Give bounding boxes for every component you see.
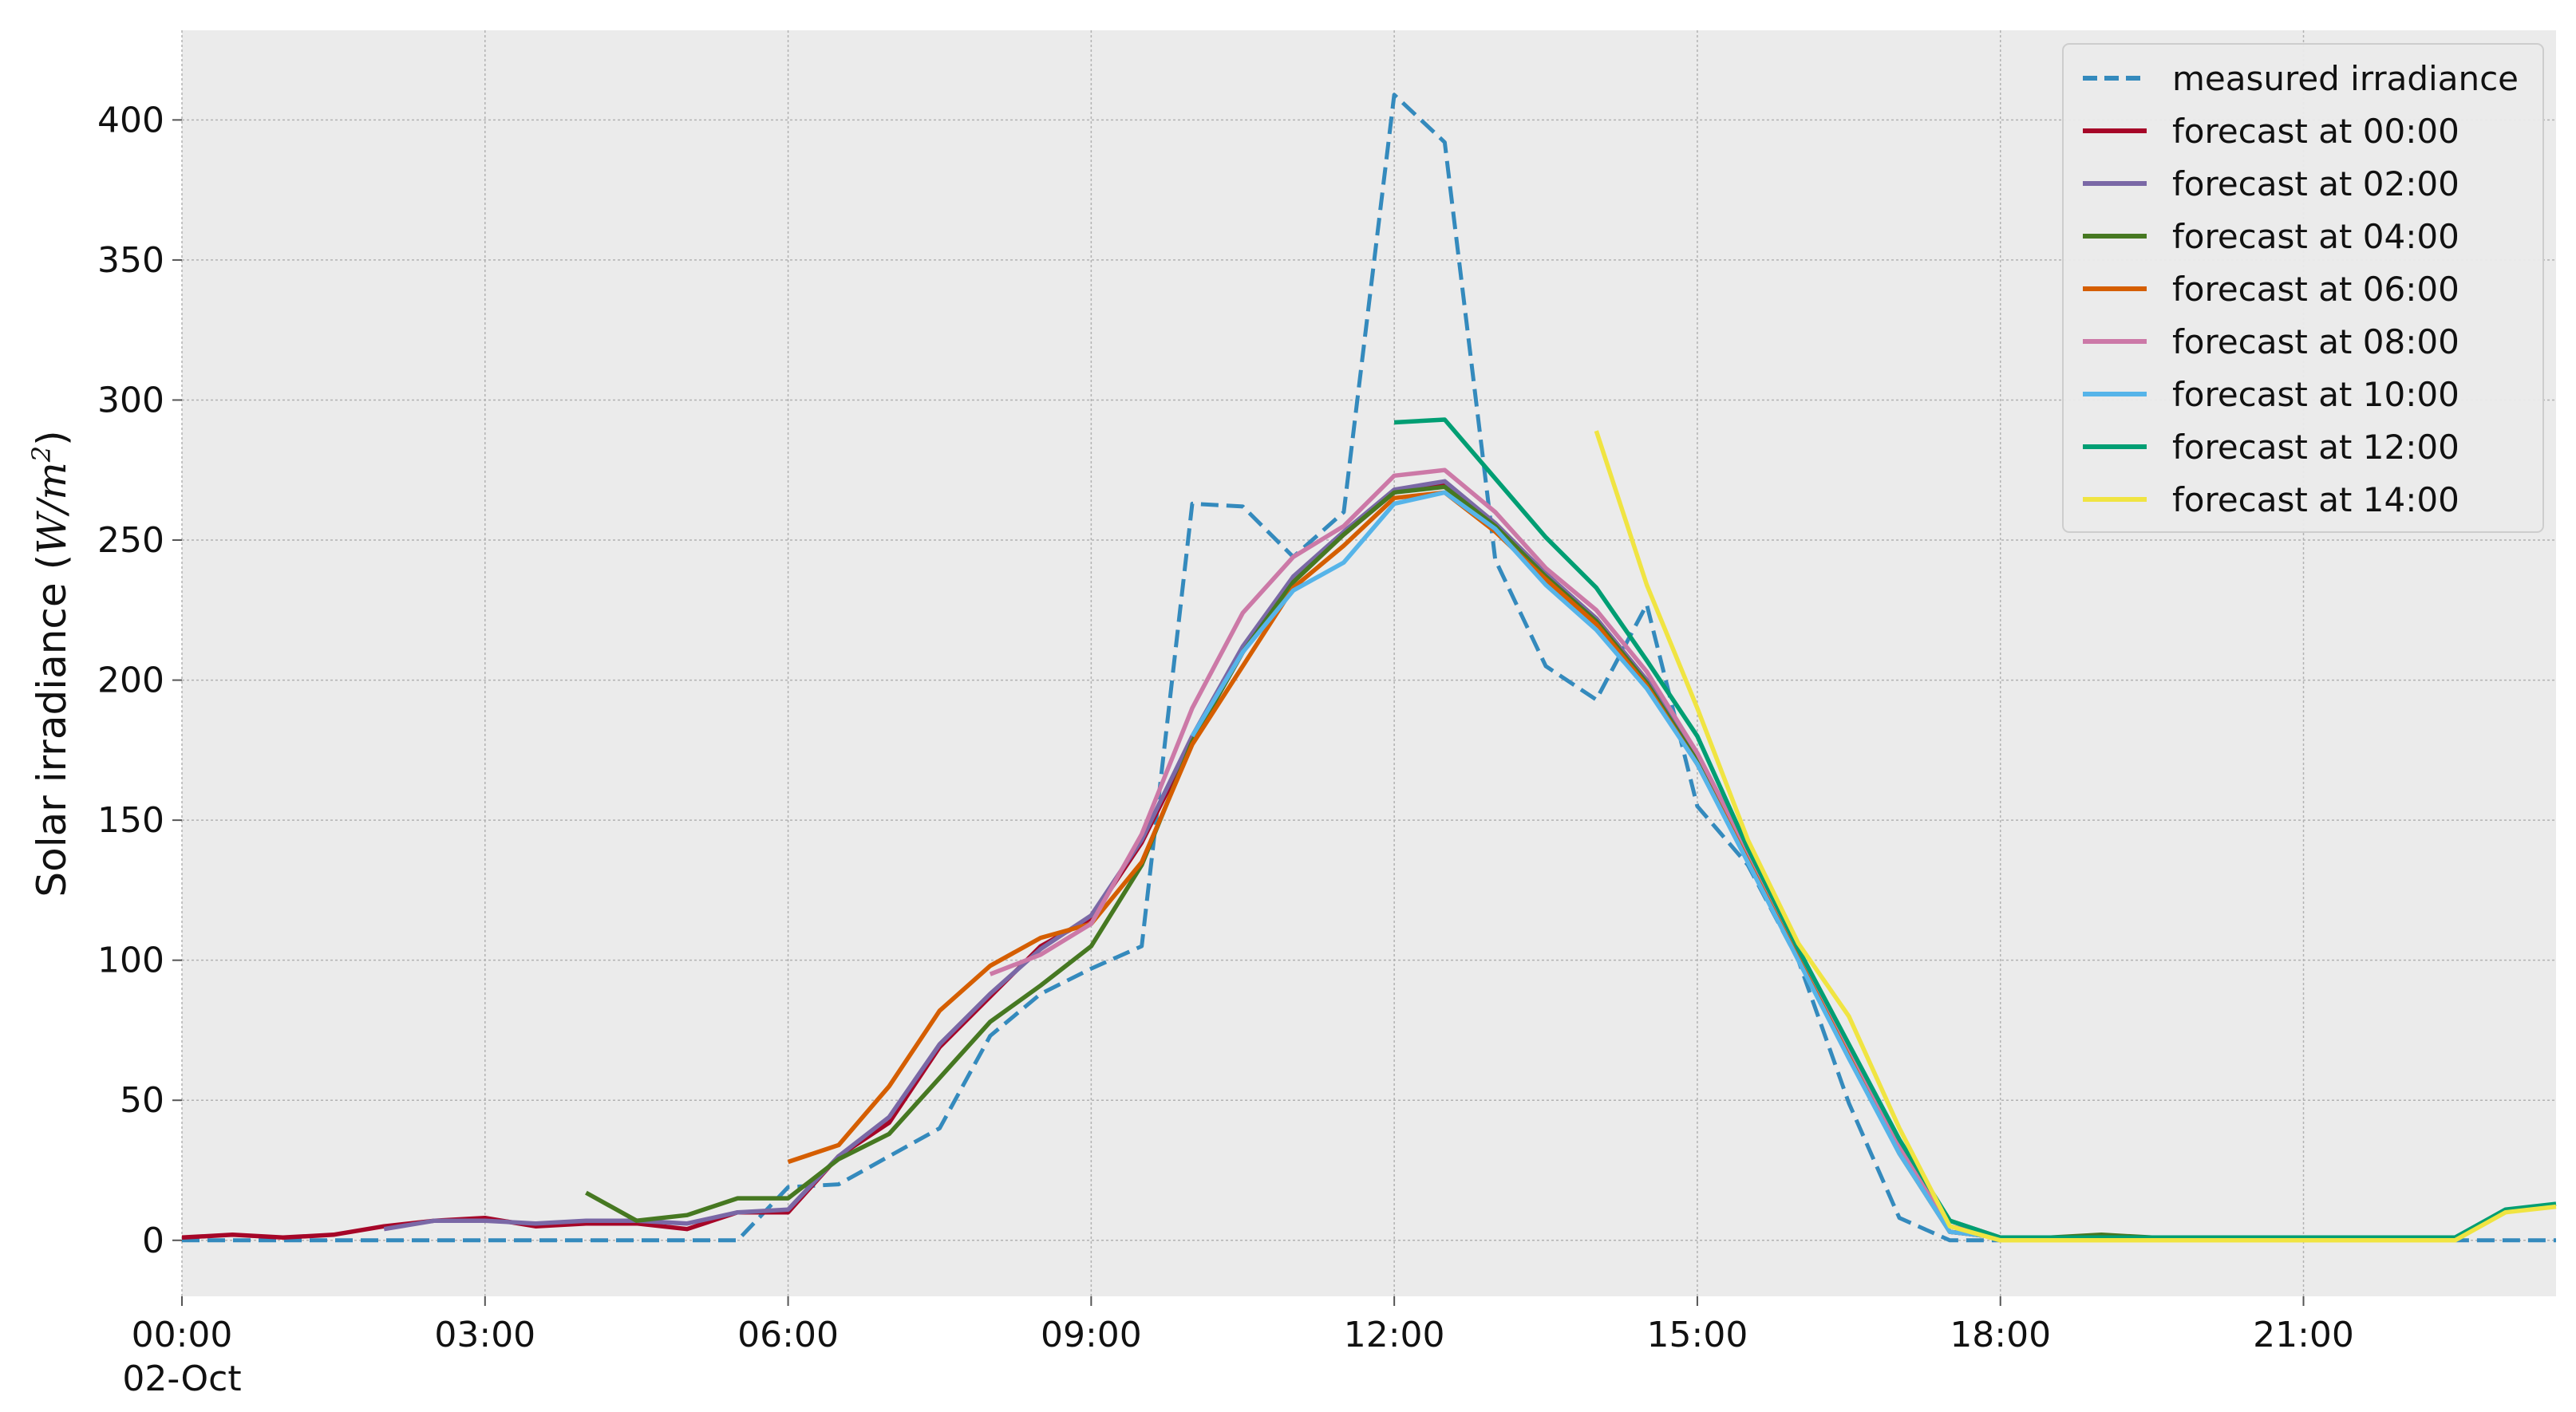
x-tick-label: 00:00 <box>132 1315 233 1355</box>
y-axis-ticks: 0 50 100 150 200 250 300 350 400 <box>97 100 182 1261</box>
x-tick-label: 09:00 <box>1041 1315 1142 1355</box>
series-line-8 <box>1594 430 2557 1243</box>
x-tick-sublabel: 02-Oct <box>122 1359 241 1399</box>
legend-items: measured irradiance forecast at 00:00 fore… <box>2083 59 2519 519</box>
legend-label: forecast at 12:00 <box>2172 428 2459 467</box>
y-axis-unit: W/m <box>29 462 75 554</box>
x-tick-label: 15:00 <box>1647 1315 1748 1355</box>
legend-label: measured irradiance <box>2172 59 2519 98</box>
y-tick-label: 400 <box>97 100 164 140</box>
y-tick-label: 200 <box>97 661 164 701</box>
y-axis-unit-exponent: 2 <box>26 446 57 463</box>
y-tick-label: 250 <box>97 520 164 561</box>
legend-label: forecast at 00:00 <box>2172 112 2459 151</box>
x-tick-label: 06:00 <box>737 1315 839 1355</box>
y-tick-label: 150 <box>97 800 164 841</box>
legend-label: forecast at 08:00 <box>2172 322 2459 361</box>
x-tick-label: 03:00 <box>434 1315 535 1355</box>
y-tick-label: 0 <box>142 1221 164 1261</box>
legend: measured irradiance forecast at 00:00 fore… <box>2062 43 2544 533</box>
y-tick-label: 300 <box>97 380 164 420</box>
y-tick-label: 100 <box>97 941 164 981</box>
legend-label: forecast at 10:00 <box>2172 375 2459 414</box>
legend-label: forecast at 02:00 <box>2172 164 2459 203</box>
legend-label: forecast at 04:00 <box>2172 217 2459 256</box>
legend-box <box>2062 43 2544 533</box>
y-tick-label: 50 <box>120 1080 164 1121</box>
data-series <box>181 93 2557 1243</box>
x-tick-label: 12:00 <box>1344 1315 1445 1355</box>
legend-label: forecast at 14:00 <box>2172 480 2459 519</box>
y-axis-title-text: Solar irradiance <box>29 582 75 897</box>
series-line-7 <box>1393 417 2557 1240</box>
y-axis-title: Solar irradiance (W/m2) <box>26 430 75 897</box>
x-tick-label: 18:00 <box>1950 1315 2051 1355</box>
y-tick-label: 350 <box>97 240 164 281</box>
x-tick-label: 21:00 <box>2253 1315 2354 1355</box>
legend-label: forecast at 06:00 <box>2172 270 2459 309</box>
series-line-6 <box>1190 490 2001 1240</box>
